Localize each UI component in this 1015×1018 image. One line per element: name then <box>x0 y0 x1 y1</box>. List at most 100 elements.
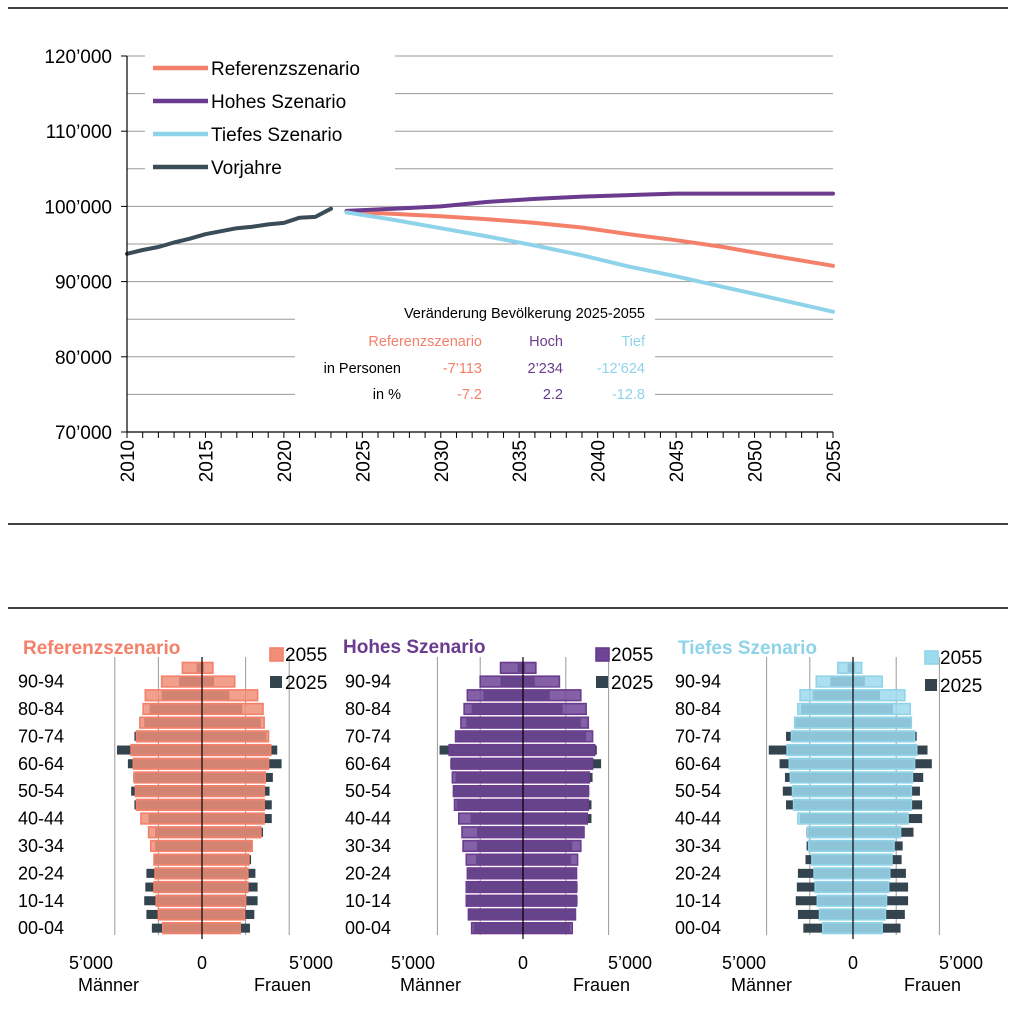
annotation-percent-referenz: -7.2 <box>457 387 482 403</box>
legend-swatch-2025 <box>596 676 608 688</box>
bar-2055-men <box>806 826 854 839</box>
bar-2055-women <box>201 743 272 757</box>
bar-2055-men <box>821 922 854 935</box>
x-tick-label: 2040 <box>589 440 610 482</box>
pyramid-hohes-szenario: 00-04 10-14 20-24 30-34 40-44 50-54 60-64 70-74… <box>343 637 653 995</box>
bar-2055-women <box>522 867 578 880</box>
bar-2055-women <box>522 661 537 674</box>
x-tick-label: 2020 <box>275 440 296 482</box>
bar-2055-men <box>797 702 854 716</box>
bar-2055-men <box>797 812 854 825</box>
bar-2055-women <box>522 689 582 702</box>
age-label: 10-14 <box>675 891 721 911</box>
y-tick-label: 120’000 <box>44 47 112 68</box>
bar-2055-women <box>852 867 891 880</box>
bar-2055-women <box>201 785 265 798</box>
x-tick-label: 5’000 <box>289 953 333 973</box>
bar-2055-women <box>852 730 916 743</box>
bar-2055-men <box>788 757 854 770</box>
bar-2055-women <box>522 853 579 866</box>
bar-2055-men <box>465 894 524 907</box>
bar-2055-women <box>201 730 270 743</box>
age-label: 80-84 <box>675 699 721 719</box>
bar-2055-women <box>522 880 578 894</box>
bar-2055-men <box>450 757 524 770</box>
bar-2055-women <box>522 826 585 839</box>
bar-2055-men <box>133 771 203 784</box>
bar-2055-men <box>457 812 524 825</box>
bar-2055-men <box>462 839 524 853</box>
line-chart-legend: Referenzszenario Hohes Szenario Tiefes Sze… <box>145 52 395 184</box>
age-label: 10-14 <box>345 891 391 911</box>
bar-2055-women <box>522 771 591 784</box>
bar-2055-men <box>448 743 524 757</box>
series-line <box>344 209 835 268</box>
age-label: 90-94 <box>345 672 391 692</box>
x-tick-label: 0 <box>518 953 528 973</box>
legend-label: 2055 <box>611 645 653 666</box>
annotation-row-label-percent: in % <box>373 387 401 403</box>
pyramid-title: Referenzszenario <box>23 638 180 659</box>
pyramid-referenzszenario: 00-04 10-14 20-24 30-34 40-44 50-54 60-64 70-74… <box>18 638 333 995</box>
y-tick-label: 100’000 <box>44 197 112 218</box>
series-line <box>344 191 835 213</box>
age-label: 50-54 <box>18 781 64 801</box>
legend-label: Hohes Szenario <box>211 92 346 113</box>
annotation-row-label-persons: in Personen <box>324 361 401 377</box>
bar-2055-men <box>130 743 203 757</box>
bar-2055-men <box>479 675 524 688</box>
x-tick-label: 2030 <box>432 440 453 482</box>
bar-2055-women <box>522 922 574 935</box>
bar-2055-men <box>837 661 854 674</box>
bar-2055-men <box>149 839 203 853</box>
age-label: 90-94 <box>675 672 721 692</box>
age-label: 00-04 <box>18 918 64 938</box>
bar-2055-men <box>816 894 854 907</box>
age-label: 20-24 <box>18 863 64 883</box>
line-chart-series <box>125 191 835 314</box>
bar-2055-women <box>201 702 264 716</box>
bar-2055-men <box>807 839 854 853</box>
bar-2055-men <box>465 853 524 866</box>
annotation-percent-tief: -12.8 <box>612 387 645 403</box>
bar-2055-women <box>852 826 902 839</box>
x-tick-label: 2010 <box>118 440 139 482</box>
bar-2055-women <box>201 922 241 935</box>
bar-2055-women <box>852 880 890 894</box>
bar-2055-men <box>132 757 203 770</box>
women-axis-label: Frauen <box>254 975 311 995</box>
age-label: 20-24 <box>345 863 391 883</box>
line-chart-y-tick-labels: 70’000 80’000 90’000 100’000 110’000 120’000 <box>44 47 112 444</box>
legend-label: Vorjahre <box>211 158 282 179</box>
bar-2055-women <box>201 826 262 839</box>
series-line <box>344 210 835 314</box>
bar-2055-men <box>789 771 854 784</box>
bar-2055-women <box>201 867 249 880</box>
bar-2055-women <box>852 743 918 757</box>
age-label: 90-94 <box>18 672 64 692</box>
bar-2055-men <box>134 785 203 798</box>
age-label: 60-64 <box>345 754 391 774</box>
age-label: 70-74 <box>18 726 64 746</box>
age-label: 40-44 <box>345 809 391 829</box>
bar-2055-men <box>155 894 203 907</box>
pyramid-title: Hohes Szenario <box>343 637 486 658</box>
bar-2055-men <box>799 689 854 702</box>
bar-2055-men <box>791 785 854 798</box>
bar-2055-women <box>852 675 883 688</box>
bar-2055-women <box>201 771 267 784</box>
bar-2055-men <box>139 716 203 729</box>
x-tick-label: 5’000 <box>722 953 766 973</box>
age-label: 60-64 <box>675 754 721 774</box>
legend-label: 2025 <box>611 673 653 694</box>
bar-2055-women <box>852 702 912 716</box>
bar-2055-men <box>815 675 854 688</box>
bar-2055-women <box>522 743 596 757</box>
bar-2055-women <box>201 908 246 921</box>
legend-label: Tiefes Szenario <box>211 125 342 146</box>
bar-2055-women <box>522 894 578 907</box>
bar-2055-men <box>499 661 524 674</box>
age-label: 20-24 <box>675 863 721 883</box>
change-annotation-table: Veränderung Bevölkerung 2025-2055 Refere… <box>295 296 655 408</box>
bar-2055-men <box>460 716 524 729</box>
